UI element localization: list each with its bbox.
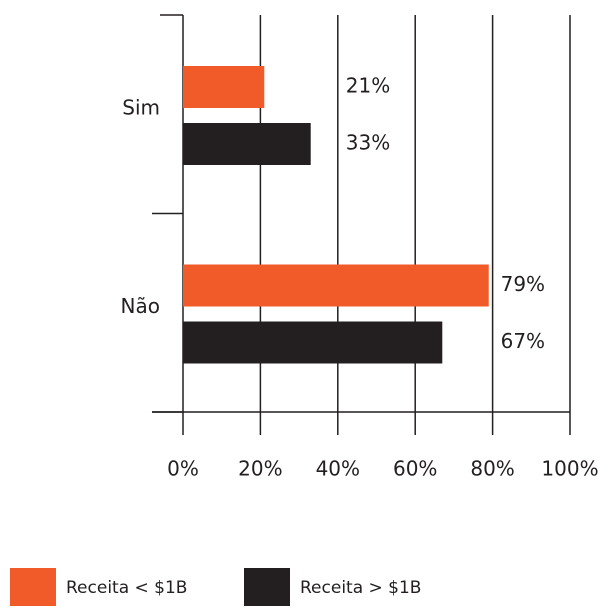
value-label: 33%: [346, 131, 390, 155]
x-tick-label: 100%: [541, 457, 598, 481]
x-tick-label: 40%: [316, 457, 360, 481]
value-label: 79%: [501, 272, 545, 296]
legend-swatch: [10, 568, 56, 606]
bar: [183, 66, 265, 108]
legend-swatch: [244, 568, 290, 606]
category-label: Sim: [122, 96, 160, 120]
bar: [183, 321, 443, 364]
legend-label: Receita < $1B: [66, 578, 187, 598]
x-tick-label: 80%: [470, 457, 514, 481]
legend-label: Receita > $1B: [300, 578, 421, 598]
value-label: 67%: [501, 329, 545, 353]
bar: [183, 264, 489, 307]
x-tick-label: 0%: [167, 457, 199, 481]
x-tick-label: 60%: [393, 457, 437, 481]
bar: [183, 123, 311, 165]
value-label: 21%: [346, 74, 390, 98]
x-tick-label: 20%: [238, 457, 282, 481]
category-label: Não: [121, 294, 160, 318]
